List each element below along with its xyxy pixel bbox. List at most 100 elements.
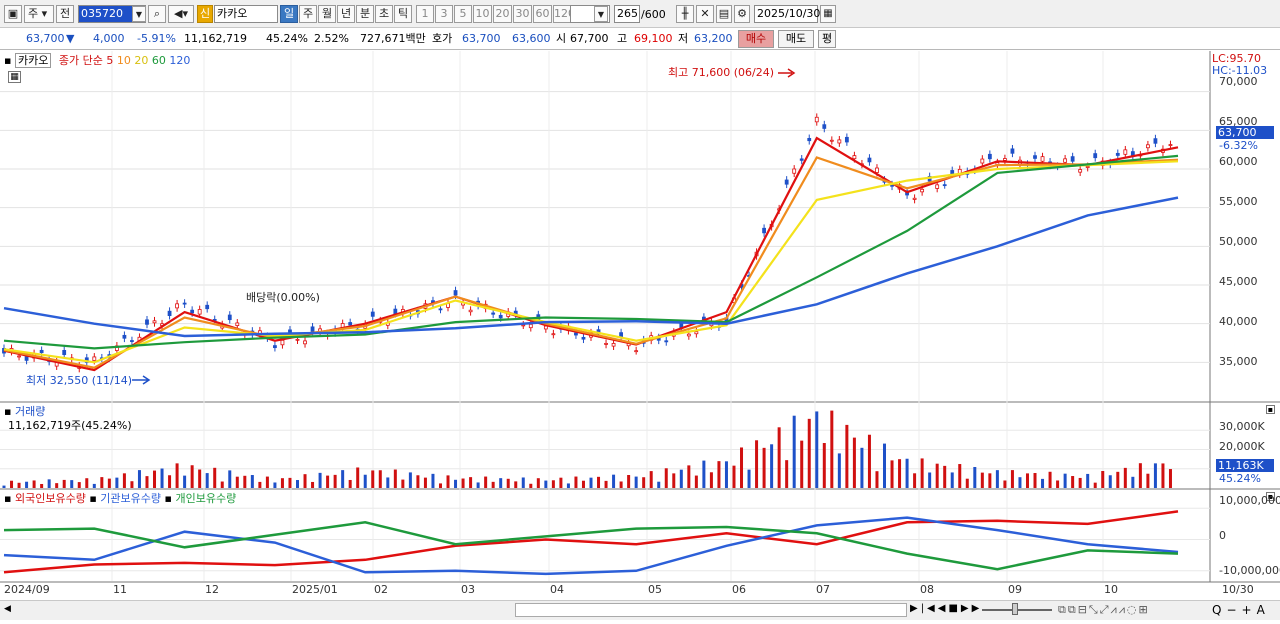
volume-bar <box>1056 480 1060 488</box>
calendar-icon[interactable]: ▦ <box>820 5 836 23</box>
interval-dropdown-icon[interactable]: ▼ <box>594 6 608 22</box>
candle <box>581 336 586 340</box>
volume-bar <box>130 481 134 488</box>
volume-bar <box>770 444 774 488</box>
sell-button[interactable]: 매도 <box>778 30 814 48</box>
down-arrow-icon: ▼ <box>66 32 75 45</box>
zoom-out-icon[interactable]: − <box>1226 603 1242 617</box>
candle <box>1033 155 1037 159</box>
tab-timeframe[interactable]: 년 <box>337 5 355 23</box>
interval-button[interactable]: 5 <box>454 5 472 23</box>
volume-bar <box>529 483 533 488</box>
count-input[interactable]: 265 <box>614 5 640 23</box>
volume-bar <box>544 480 548 488</box>
volume-bar <box>672 473 676 488</box>
date-input[interactable]: 2025/10/30 <box>754 5 820 23</box>
candle <box>491 312 496 315</box>
tab-timeframe[interactable]: 주 <box>299 5 317 23</box>
interval-button[interactable]: 3 <box>435 5 453 23</box>
volume-bar <box>777 427 781 488</box>
volume-bar <box>597 476 601 488</box>
volume-bar <box>634 476 638 488</box>
tab-timeframe[interactable]: 일 <box>280 5 298 23</box>
tab-timeframe[interactable]: 월 <box>318 5 336 23</box>
high-price: 69,100 <box>634 32 673 45</box>
volume-bar <box>115 477 119 488</box>
volume-bar <box>965 478 969 488</box>
volume-bar <box>732 465 736 488</box>
candle <box>295 338 300 341</box>
stock-name-field[interactable]: 카카오 <box>214 5 278 23</box>
prev-button[interactable]: 전 <box>56 5 74 23</box>
volume-bar <box>1018 477 1022 488</box>
volume-bar <box>10 480 14 488</box>
volume-bar <box>1048 471 1052 488</box>
candle <box>875 167 879 173</box>
eval-button[interactable]: 평 <box>818 30 836 48</box>
ma-60-label: 60 <box>151 54 166 67</box>
interval-button[interactable]: 60 <box>533 5 552 23</box>
volume-bar <box>755 440 759 488</box>
tab-timeframe[interactable]: 분 <box>356 5 374 23</box>
interval-button[interactable]: 30 <box>513 5 532 23</box>
individual-holding-label: 개인보유수량 <box>175 492 237 505</box>
volume-bar <box>1168 469 1172 488</box>
volume-bar <box>785 460 789 488</box>
gear-icon[interactable]: ⚙ <box>734 5 750 23</box>
current-price-tag: 63,700 <box>1216 126 1274 139</box>
zoom-search-icon[interactable]: Q <box>1212 603 1227 617</box>
zoom-in-icon[interactable]: + <box>1241 603 1257 617</box>
zoom-slider-handle[interactable] <box>1012 603 1018 615</box>
volume-bar <box>551 480 555 488</box>
ma-20-label: 20 <box>134 54 149 67</box>
chevron-down-icon[interactable]: ▼ <box>132 6 146 22</box>
chart-svg[interactable] <box>0 51 1280 621</box>
x-axis-band <box>0 582 1280 600</box>
search-icon[interactable]: ⌕ <box>148 5 166 23</box>
volume-bar <box>288 477 292 488</box>
volume-bar <box>1093 482 1097 488</box>
drawing-tools-icon[interactable]: ⧉⧉⊟⤡⤢⩘⩘◌⊞ <box>1058 603 1150 616</box>
volume-bar <box>175 463 179 488</box>
save-icon[interactable]: ▤ <box>716 5 732 23</box>
scrollbar-thumb[interactable] <box>515 603 907 617</box>
candle-icon[interactable]: ╫ <box>676 5 694 23</box>
playback-controls-icon[interactable]: ▶|◀◀■▶▶ <box>910 603 983 614</box>
speaker-icon[interactable]: ◀▾ <box>168 5 194 23</box>
pane-maximize-icon[interactable]: ▪ <box>1266 492 1275 501</box>
pane-maximize-icon[interactable]: ▪ <box>1266 405 1275 414</box>
volume-legend: ▪ 거래량 <box>4 405 45 418</box>
period-type-select[interactable]: 주 ▾ <box>24 5 54 23</box>
scroll-left-icon[interactable]: ◀ <box>4 604 11 614</box>
x-tick: 07 <box>816 583 830 596</box>
candle <box>205 304 210 310</box>
max-price-label: 최고 71,600 (06/24) <box>668 66 775 79</box>
candle <box>17 355 21 358</box>
legend-square-icon: ▪ <box>4 492 12 505</box>
ma-5-label: 5 <box>106 54 114 67</box>
interval-button[interactable]: 10 <box>473 5 492 23</box>
holding-legend: ▪ 외국인보유수량 ▪ 기관보유수량 ▪ 개인보유수량 <box>4 492 236 505</box>
interval-button[interactable]: 20 <box>493 5 512 23</box>
tab-timeframe[interactable]: 틱 <box>394 5 412 23</box>
tab-timeframe[interactable]: 초 <box>375 5 393 23</box>
volume-bar <box>438 483 442 488</box>
price-legend: ▪ 카카오 종가 단순 5 10 20 60 120 <box>4 53 190 68</box>
table-icon[interactable]: ▦ <box>8 71 21 83</box>
candle <box>167 310 172 316</box>
volume-bar <box>687 465 691 488</box>
volume-bar <box>589 477 593 488</box>
x-tick: 09 <box>1008 583 1022 596</box>
chart-area[interactable]: ▪ 카카오 종가 단순 5 10 20 60 120 ▦ LC:95.70 HC… <box>0 51 1280 621</box>
ma-line-120 <box>3 196 1179 338</box>
candle <box>762 227 766 234</box>
interval-button[interactable]: 120 <box>553 5 575 23</box>
auto-scale-icon[interactable]: A <box>1256 603 1270 617</box>
volume-bar <box>762 447 766 488</box>
window-icon[interactable]: ▣ <box>4 5 22 23</box>
interval-button[interactable]: 1 <box>416 5 434 23</box>
stock-code-input[interactable]: 035720 <box>78 5 146 23</box>
buy-button[interactable]: 매수 <box>738 30 774 48</box>
crosshair-icon[interactable]: ✕ <box>696 5 714 23</box>
